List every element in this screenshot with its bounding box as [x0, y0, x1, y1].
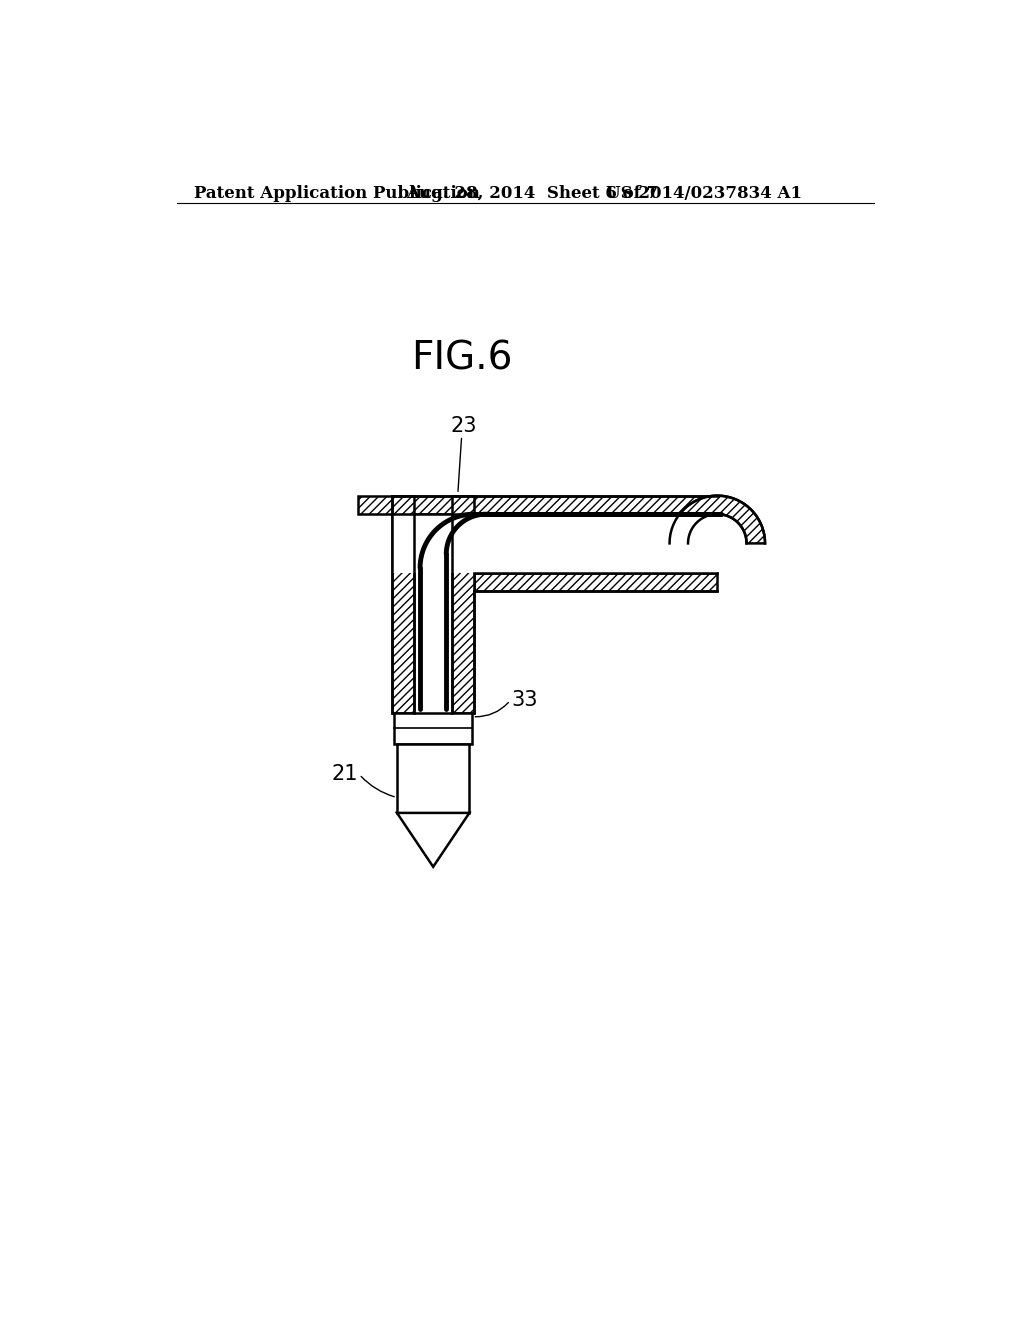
Bar — [394, 713, 472, 743]
Polygon shape — [397, 813, 469, 867]
Text: US 2014/0237834 A1: US 2014/0237834 A1 — [606, 185, 803, 202]
Text: 21: 21 — [331, 764, 357, 784]
Text: FIG.6: FIG.6 — [411, 339, 512, 378]
Bar — [474, 573, 717, 591]
Text: Aug. 28, 2014  Sheet 6 of 7: Aug. 28, 2014 Sheet 6 of 7 — [407, 185, 658, 202]
Bar — [392, 496, 414, 713]
Bar — [392, 515, 717, 573]
Bar — [357, 515, 717, 573]
Text: 33: 33 — [512, 690, 539, 710]
Bar — [397, 743, 469, 813]
Bar — [453, 496, 474, 713]
Text: Patent Application Publication: Patent Application Publication — [194, 185, 479, 202]
Polygon shape — [670, 496, 765, 544]
Text: 23: 23 — [451, 416, 477, 436]
Bar — [357, 496, 717, 515]
Bar — [414, 496, 453, 713]
